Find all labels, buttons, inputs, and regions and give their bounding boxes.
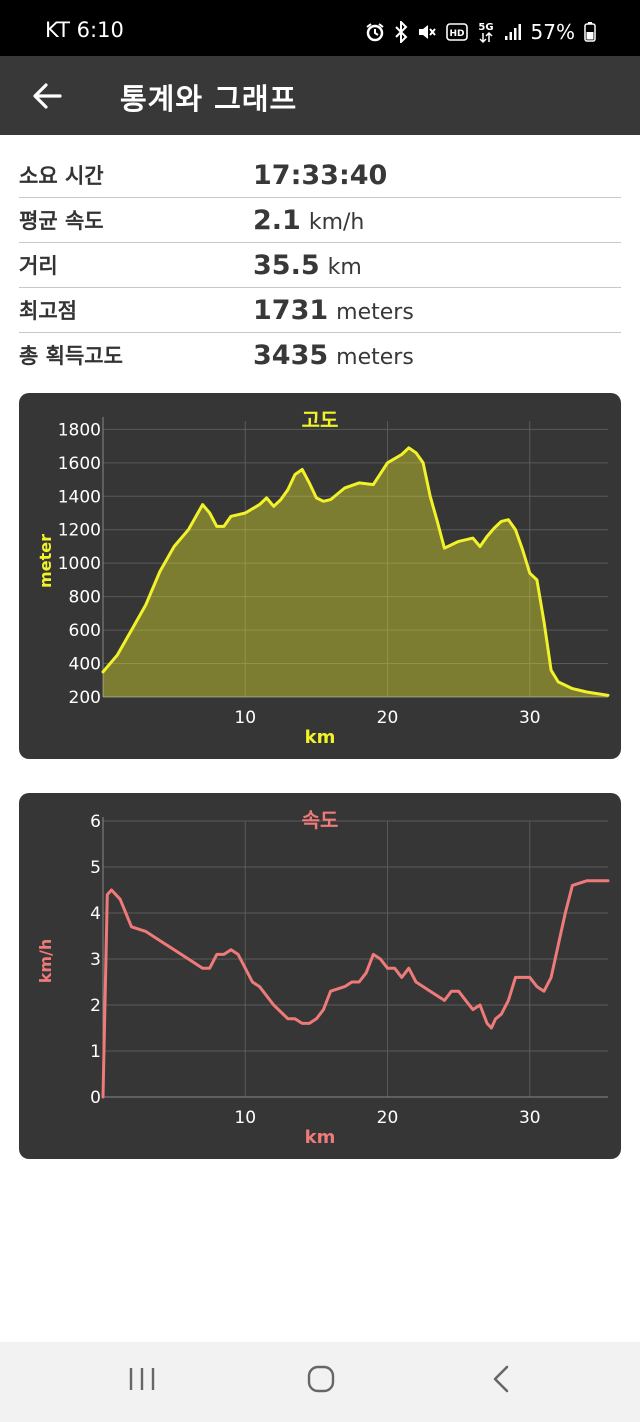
- elevation-chart: 200 400 600 800 1000 1200 1400 1600 1800 10 20 30 고도…: [36, 408, 610, 748]
- y-tick-label: 1: [90, 1042, 101, 1062]
- y-tick-label: 0: [90, 1088, 101, 1108]
- x-axis-label: km: [305, 1127, 336, 1148]
- stat-label: 총 획득고도: [19, 344, 123, 368]
- stat-label: 거리: [19, 254, 58, 278]
- series-line: [101, 446, 610, 697]
- svg-text:5G: 5G: [478, 22, 493, 33]
- stat-label: 소요 시간: [19, 164, 104, 188]
- y-tick-label: 1600: [58, 454, 101, 474]
- recent-apps-button[interactable]: [128, 1364, 156, 1398]
- stat-unit: km: [327, 254, 362, 280]
- stat-unit: meters: [336, 299, 414, 325]
- speed-chart-card: 0 1 2 3 4 5 6 10 20 30 속도 km km/h: [19, 793, 621, 1159]
- stat-number: 1731: [253, 294, 329, 326]
- stat-row-avg-speed: 평균 속도 2.1 km/h: [19, 198, 621, 243]
- mute-icon: [418, 25, 436, 39]
- series-area: [103, 447, 608, 697]
- x-tick-label: 30: [519, 1108, 541, 1128]
- x-tick-label: 10: [234, 1108, 256, 1128]
- x-tick-label: 20: [377, 708, 399, 728]
- stats-table: 소요 시간 17:33:40 평균 속도 2.1 km/h 거리 35.5 km 최…: [19, 153, 621, 377]
- y-tick-label: 2: [90, 996, 101, 1016]
- stat-unit: km/h: [308, 209, 365, 235]
- y-tick-label: 1200: [58, 521, 101, 541]
- elevation-chart-card: 200 400 600 800 1000 1200 1400 1600 1800 10 20 30 고도…: [19, 393, 621, 759]
- y-tick-label: 600: [69, 621, 101, 641]
- alarm-icon: [365, 23, 384, 42]
- stat-value: 35.5 km: [253, 250, 362, 281]
- page-title: 통계와 그래프: [120, 82, 298, 116]
- series-line: [101, 879, 610, 1099]
- y-tick-label: 5: [90, 858, 101, 878]
- y-tick-label: 800: [69, 588, 101, 608]
- y-tick-label: 4: [90, 904, 101, 924]
- y-tick-label: 200: [69, 688, 101, 708]
- y-axis-label: km/h: [36, 939, 55, 984]
- 5g-icon: 5G: [478, 22, 493, 44]
- stat-value: 17:33:40: [253, 160, 387, 191]
- chart-title: 고도: [302, 408, 339, 432]
- home-button[interactable]: [306, 1364, 336, 1398]
- y-axis-label: meter: [36, 534, 55, 588]
- stat-row-duration: 소요 시간 17:33:40: [19, 153, 621, 198]
- signal-icon: [504, 24, 521, 40]
- stat-label: 최고점: [19, 299, 77, 323]
- hd-icon: HD: [445, 23, 468, 41]
- back-nav-icon: [493, 1365, 509, 1393]
- stat-row-total-ascent: 총 획득고도 3435 meters: [19, 333, 621, 377]
- y-tick-label: 1800: [58, 420, 101, 440]
- stat-value: 3435 meters: [253, 340, 414, 371]
- svg-text:HD: HD: [449, 29, 464, 39]
- back-button[interactable]: [28, 78, 66, 114]
- y-tick-label: 400: [69, 655, 101, 675]
- arrow-left-icon: [33, 83, 62, 109]
- x-tick-label: 20: [377, 1108, 399, 1128]
- speed-chart: 0 1 2 3 4 5 6 10 20 30 속도 km km/h: [36, 808, 610, 1148]
- stat-number: 2.1: [253, 204, 301, 236]
- stat-number: 17:33:40: [253, 159, 388, 191]
- recent-apps-icon: [129, 1368, 155, 1390]
- stat-value: 2.1 km/h: [253, 205, 364, 236]
- system-nav-bar: [0, 1342, 640, 1422]
- chart-title: 속도: [302, 808, 339, 832]
- stat-unit: meters: [336, 344, 414, 370]
- stat-number: 35.5: [253, 249, 320, 281]
- back-nav-button[interactable]: [490, 1364, 512, 1398]
- status-bar: KT 6:10 HD 5G 57%: [0, 0, 640, 56]
- x-axis-label: km: [305, 727, 336, 748]
- stat-value: 1731 meters: [253, 295, 414, 326]
- status-carrier-time: KT 6:10: [45, 18, 124, 42]
- home-icon: [307, 1365, 335, 1393]
- y-tick-label: 1000: [58, 554, 101, 574]
- app-bar: 통계와 그래프: [0, 56, 640, 135]
- stat-label: 평균 속도: [19, 209, 104, 233]
- battery-icon: [584, 22, 596, 42]
- x-tick-label: 10: [234, 708, 256, 728]
- bluetooth-icon: [394, 21, 407, 43]
- y-tick-label: 6: [90, 812, 101, 832]
- battery-percent: 57%: [530, 20, 575, 44]
- stat-number: 3435: [253, 339, 329, 371]
- y-tick-label: 1400: [58, 487, 101, 507]
- y-tick-label: 3: [90, 950, 101, 970]
- stat-row-max-elevation: 최고점 1731 meters: [19, 288, 621, 333]
- status-icons: HD 5G 57%: [365, 19, 596, 45]
- x-tick-label: 30: [519, 708, 541, 728]
- stat-row-distance: 거리 35.5 km: [19, 243, 621, 288]
